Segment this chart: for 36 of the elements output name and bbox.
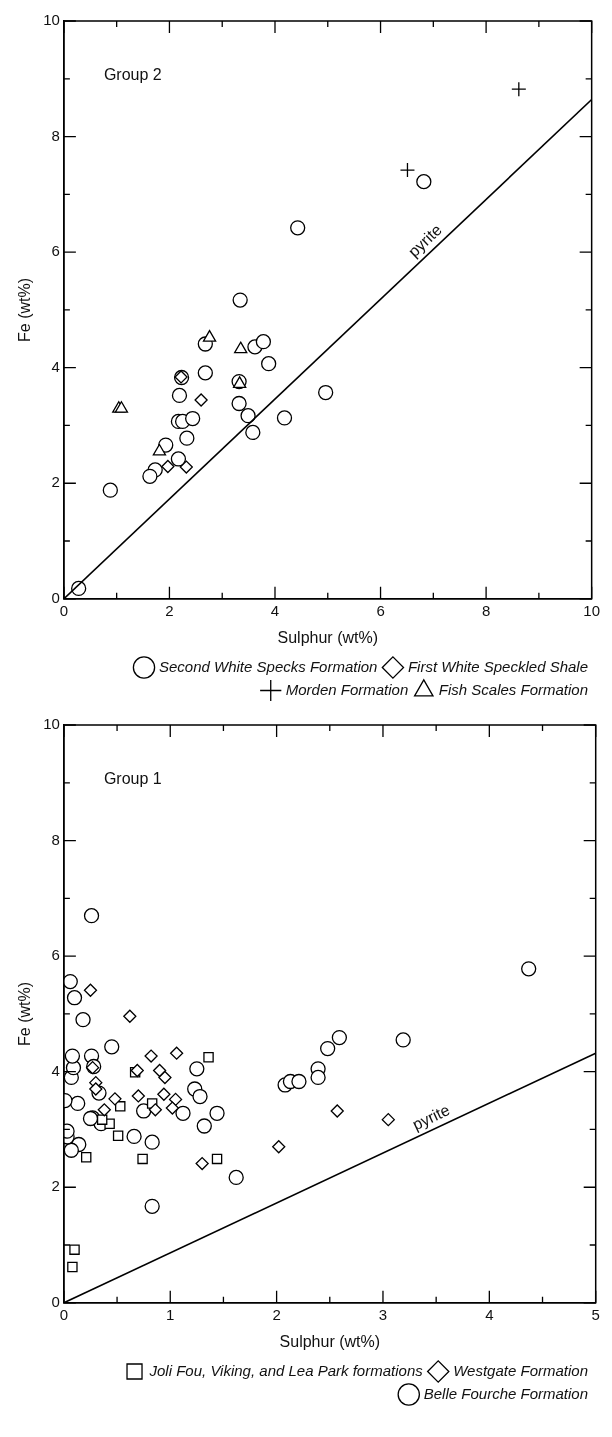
y-tick-label: 8: [51, 830, 60, 848]
x-tick-label: 1: [166, 1305, 175, 1323]
legend-label: Belle Fourche Formation: [423, 1384, 589, 1402]
x-tick-label: 2: [165, 601, 174, 619]
x-tick-label: 4: [270, 601, 280, 619]
x-axis-title: Sulphur (wt%): [277, 628, 379, 646]
legend-label: Second White Specks Formation: [159, 657, 378, 675]
y-tick-label: 6: [51, 946, 60, 964]
x-tick-label: 3: [378, 1305, 388, 1323]
x-tick-label: 5: [591, 1305, 600, 1323]
y-tick-label: 8: [51, 126, 60, 144]
y-tick-label: 0: [51, 588, 60, 606]
y-tick-label: 2: [51, 473, 60, 491]
y-axis-title: Fe (wt%): [16, 277, 34, 342]
x-tick-label: 10: [583, 601, 600, 619]
legend-label: Joli Fou, Viking, and Lea Park formations: [148, 1361, 424, 1379]
y-tick-label: 10: [43, 11, 60, 29]
legend-label: Fish Scales Formation: [438, 680, 588, 698]
legend-label: First White Speckled Shale: [407, 657, 588, 675]
annotation: Group 2: [103, 66, 162, 84]
y-tick-label: 4: [51, 357, 60, 375]
y-axis-title: Fe (wt%): [16, 981, 34, 1046]
y-tick-label: 2: [51, 1177, 60, 1195]
y-tick-label: 6: [51, 242, 60, 260]
y-tick-label: 0: [51, 1292, 60, 1310]
annotation: Group 1: [103, 770, 162, 788]
x-tick-label: 8: [481, 601, 491, 619]
x-tick-label: 2: [272, 1305, 281, 1323]
x-tick-label: 6: [376, 601, 385, 619]
x-axis-title: Sulphur (wt%): [279, 1332, 381, 1350]
x-tick-label: 4: [485, 1305, 494, 1323]
y-tick-label: 4: [51, 1061, 60, 1079]
y-tick-label: 10: [43, 715, 60, 733]
legend-label: Morden Formation: [285, 680, 409, 698]
text: pyrite: [409, 1101, 453, 1134]
legend-label: Westgate Formation: [453, 1361, 588, 1379]
